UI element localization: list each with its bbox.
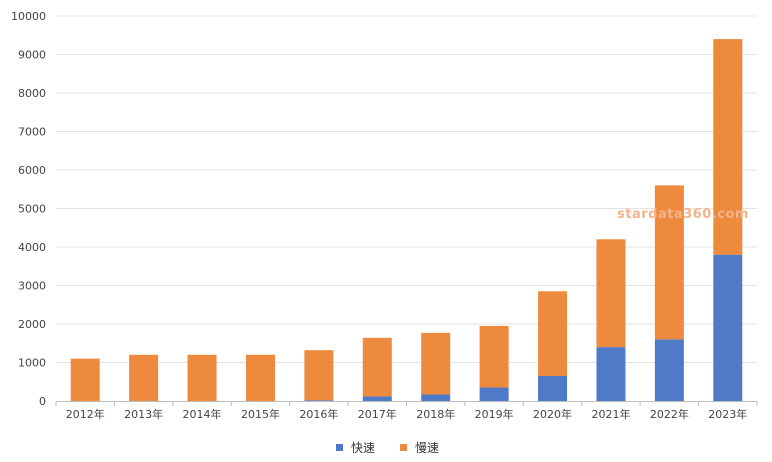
legend-swatch — [400, 444, 407, 451]
bar-slow-11 — [713, 39, 743, 255]
bar-fast-10 — [654, 339, 684, 401]
y-tick-label: 6000 — [18, 164, 46, 177]
y-tick-label: 9000 — [18, 49, 46, 62]
y-tick-label: 8000 — [18, 87, 46, 100]
y-tick-label: 2000 — [18, 318, 46, 331]
x-tick-label: 2012年 — [66, 407, 105, 421]
legend-label: 快速 — [351, 441, 375, 455]
watermark: stardata360.com — [617, 207, 749, 222]
bar-fast-9 — [596, 347, 626, 401]
x-tick-label: 2023年 — [708, 407, 747, 421]
bar-slow-1 — [129, 354, 159, 401]
x-tick-label: 2020年 — [533, 407, 572, 421]
legend-swatch — [336, 444, 343, 451]
bar-fast-6 — [421, 394, 451, 401]
bar-fast-8 — [538, 375, 568, 401]
legend: 快速 慢速 — [336, 441, 439, 455]
y-axis: 0 1000 2000 3000 4000 5000 6000 7000 8000 9000 100… — [11, 10, 46, 408]
x-tick-label: 2019年 — [475, 407, 514, 421]
x-axis: 2012年 2013年 2014年 2015年 2016年 2017年 2018年 2019年… — [55, 401, 758, 421]
y-tick-label: 4000 — [18, 241, 46, 254]
grid-lines — [56, 15, 757, 363]
y-tick-label: 0 — [39, 395, 46, 408]
bar-slow-0 — [70, 358, 100, 401]
bar-fast-4 — [304, 400, 334, 401]
bar-slow-5 — [362, 337, 392, 397]
bar-slow-4 — [304, 350, 334, 401]
bar-slow-8 — [538, 291, 568, 376]
bar-fast-7 — [479, 387, 509, 401]
y-tick-label: 7000 — [18, 126, 46, 139]
x-tick-label: 2022年 — [650, 407, 689, 421]
bar-slow-7 — [479, 325, 509, 388]
bar-slow-6 — [421, 332, 451, 395]
y-tick-label: 1000 — [18, 357, 46, 370]
x-tick-label: 2014年 — [183, 407, 222, 421]
bar-slow-2 — [187, 354, 217, 401]
y-tick-label: 10000 — [11, 10, 46, 23]
x-tick-label: 2017年 — [358, 407, 397, 421]
y-tick-label: 5000 — [18, 203, 46, 216]
x-tick-label: 2016年 — [299, 407, 338, 421]
y-tick-label: 3000 — [18, 280, 46, 293]
bars — [70, 39, 743, 401]
bar-fast-5 — [362, 396, 392, 401]
x-tick-label: 2015年 — [241, 407, 280, 421]
x-tick-label: 2021年 — [591, 407, 630, 421]
x-tick-label: 2013年 — [124, 407, 163, 421]
x-tick-label: 2018年 — [416, 407, 455, 421]
bar-slow-10 — [654, 185, 684, 340]
bar-fast-11 — [713, 254, 743, 401]
bar-slow-3 — [245, 354, 275, 401]
bar-slow-9 — [596, 239, 626, 348]
legend-label: 慢速 — [415, 441, 439, 455]
